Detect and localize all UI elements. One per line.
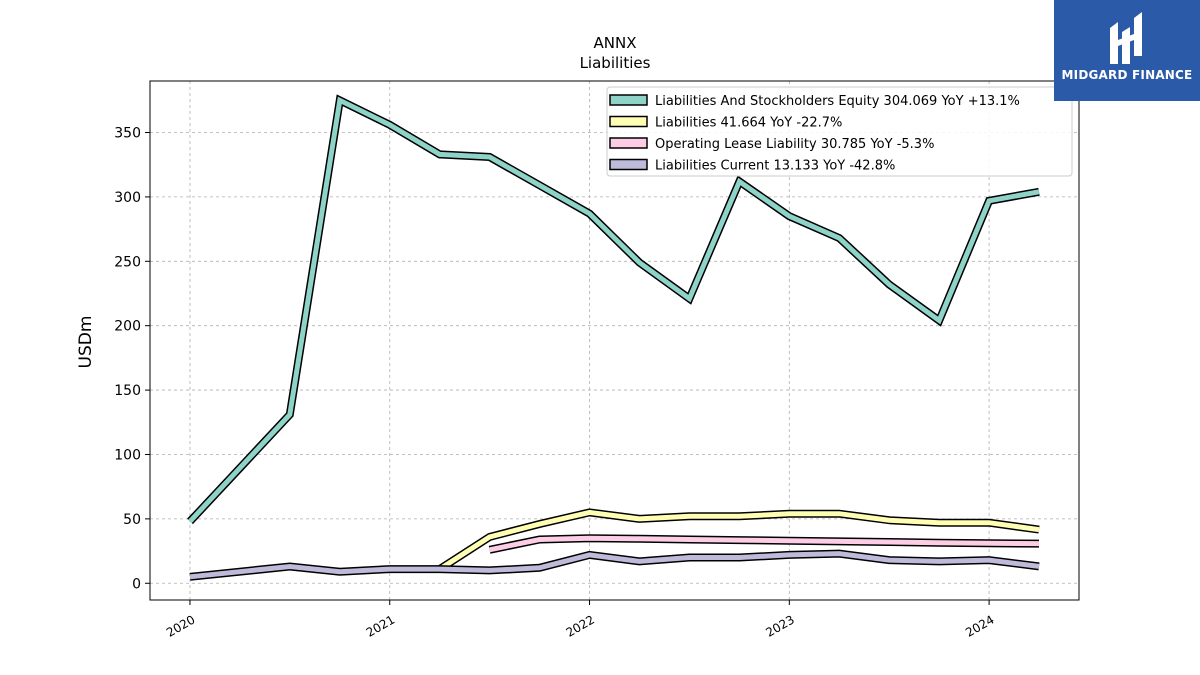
legend-label: Liabilities And Stockholders Equity 304.… <box>655 94 1020 109</box>
legend-swatch <box>609 137 648 149</box>
series-1 <box>187 94 1040 525</box>
y-axis-label: USDm <box>76 316 96 369</box>
y-tick-label: 150 <box>114 383 141 399</box>
legend-swatch <box>609 158 648 171</box>
chart-subtitle: Liabilities <box>580 54 651 72</box>
y-tick-label: 100 <box>114 447 141 463</box>
y-tick-label: 50 <box>123 512 141 528</box>
x-tick-label: 2023 <box>763 612 796 639</box>
legend-swatch <box>609 115 648 128</box>
series-line <box>489 535 1040 553</box>
series-line <box>438 509 1040 572</box>
legend-frame <box>606 86 1073 177</box>
y-tick-label: 250 <box>114 254 141 270</box>
chart-title: ANNX <box>594 34 637 52</box>
y-tick-label: 200 <box>114 319 141 335</box>
series-line <box>189 551 1040 580</box>
x-tick-label: 2024 <box>963 612 996 639</box>
plot-frame <box>149 80 1080 601</box>
y-axis: 0 50 100 150 200 250 300 350 <box>114 126 150 592</box>
x-tick-label: 2021 <box>364 612 397 639</box>
x-tick-label: 2022 <box>564 612 597 639</box>
y-tick-label: 350 <box>114 126 141 142</box>
brand-name: MIDGARD FINANCE <box>1061 68 1193 82</box>
series-2 <box>437 508 1040 573</box>
y-tick-label: 0 <box>132 576 141 592</box>
legend-label: Operating Lease Liability 30.785 YoY -5.… <box>655 137 934 152</box>
series-lines <box>187 94 1040 581</box>
legend-label: Liabilities Current 13.133 YoY -42.8% <box>655 159 895 174</box>
series-3 <box>488 534 1040 554</box>
series-line <box>188 96 1040 524</box>
x-axis: 2020 2021 2022 2023 2024 <box>164 600 997 640</box>
brand-logo-icon <box>1110 12 1142 64</box>
x-tick-label: 2020 <box>164 612 197 639</box>
brand-logo: MIDGARD FINANCE <box>1054 0 1200 101</box>
legend-label: Liabilities 41.664 YoY -22.7% <box>655 116 842 131</box>
legend-swatch <box>609 94 648 106</box>
series-4 <box>189 549 1040 581</box>
legend: Liabilities And Stockholders Equity 304.… <box>606 86 1073 177</box>
y-tick-label: 300 <box>114 190 141 206</box>
